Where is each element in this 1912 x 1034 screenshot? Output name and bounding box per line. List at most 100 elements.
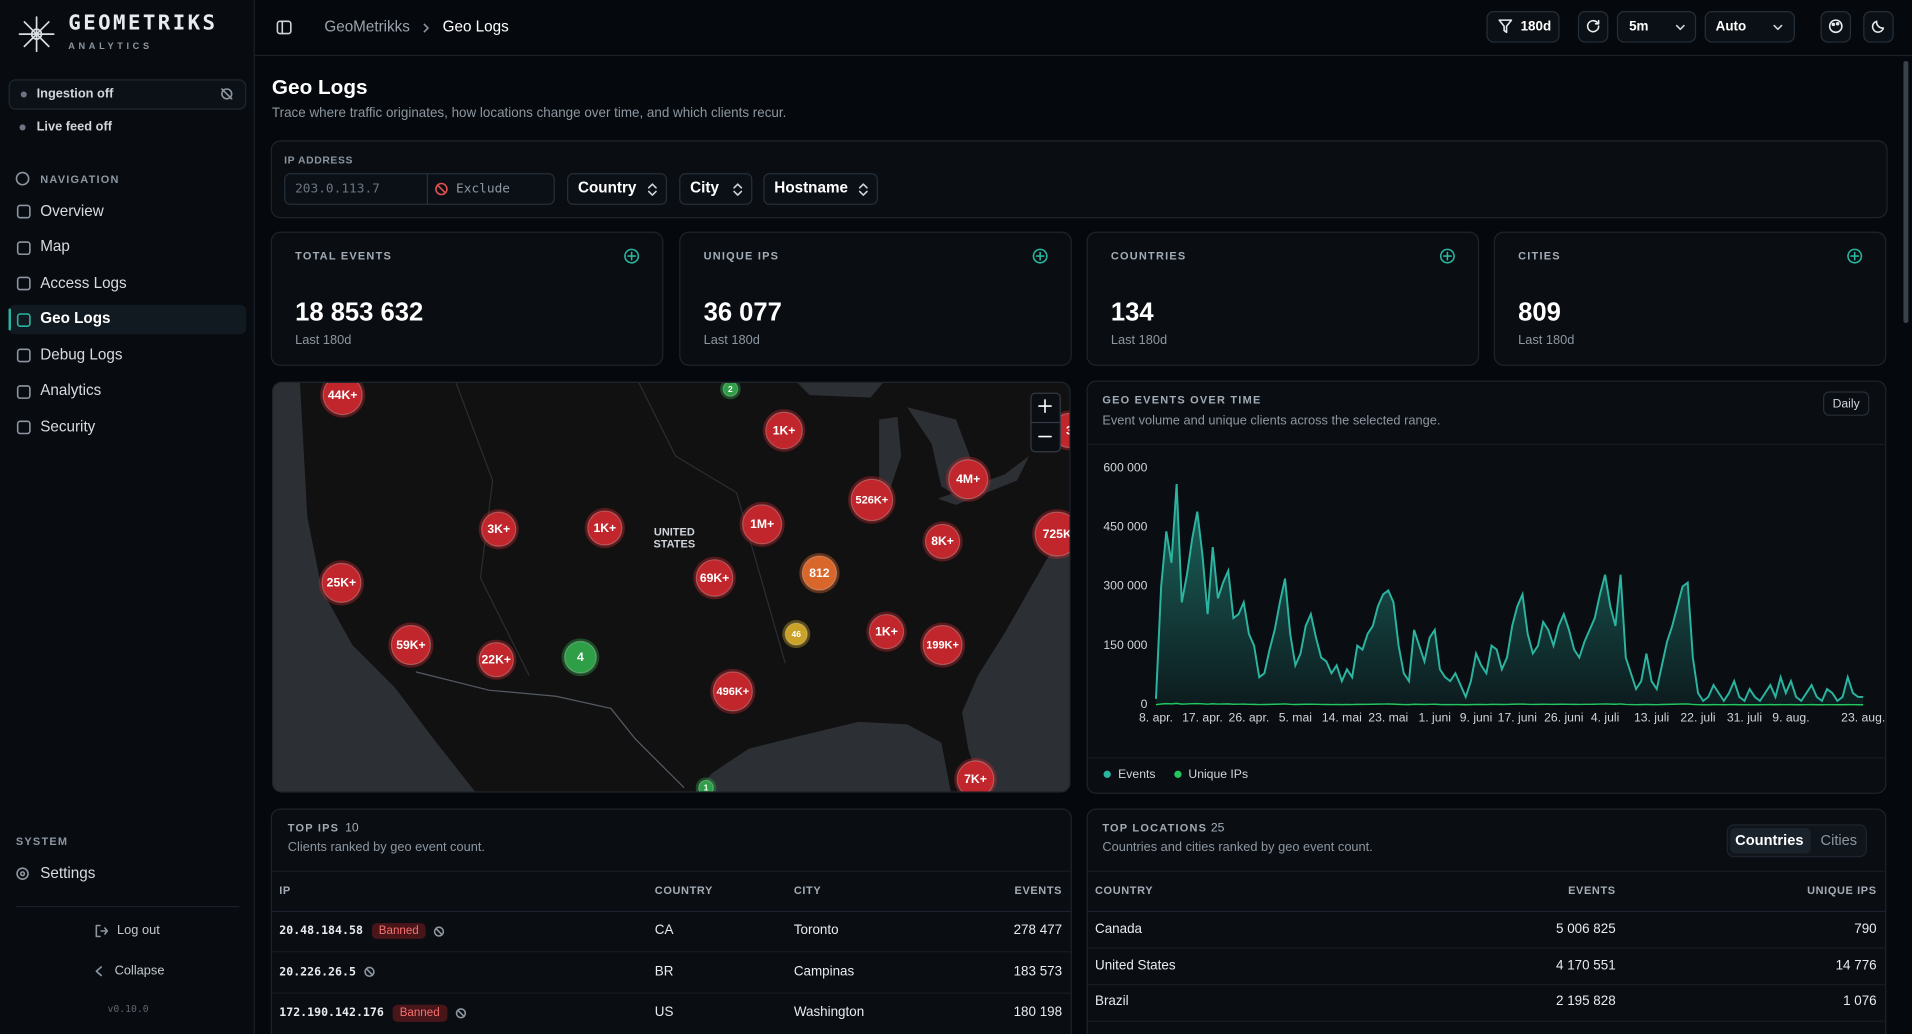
nav-icon bbox=[16, 420, 31, 435]
cluster-dot[interactable] bbox=[587, 510, 623, 546]
map-cluster[interactable]: 526K+ bbox=[848, 476, 896, 524]
x-tick-label: 9. aug. bbox=[1772, 710, 1809, 724]
border-line bbox=[638, 382, 786, 664]
cluster-dot[interactable] bbox=[922, 624, 963, 666]
zoom-in[interactable] bbox=[1038, 399, 1052, 413]
ban-icon[interactable] bbox=[434, 925, 445, 937]
ban-icon[interactable] bbox=[364, 966, 375, 978]
icon-part bbox=[1835, 22, 1840, 26]
nav-label[interactable]: Overview bbox=[40, 202, 104, 220]
cluster-dot[interactable] bbox=[850, 478, 894, 522]
zoom-out[interactable] bbox=[1038, 430, 1052, 442]
breadcrumb-current: Geo Logs bbox=[442, 17, 509, 36]
cluster-dot[interactable] bbox=[481, 511, 517, 547]
collapse[interactable]: Collapse bbox=[114, 963, 165, 979]
map-cluster[interactable]: 46 bbox=[782, 620, 811, 649]
exclude-toggle[interactable]: Exclude bbox=[456, 181, 511, 196]
system-heading: SYSTEM bbox=[15, 835, 69, 848]
map-canvas[interactable]: 44K+ 2 1K+ 3 4M+ 526K+ 3K+ 1K+ 1M+ 725K 8K+ 25K+ 812… bbox=[273, 382, 1070, 793]
icon-part bbox=[19, 871, 26, 877]
logout-icon bbox=[95, 924, 109, 938]
x-tick-label: 14. mai bbox=[1322, 710, 1362, 724]
cluster-dot[interactable] bbox=[698, 779, 714, 792]
map-cluster[interactable]: 1K+ bbox=[866, 611, 907, 652]
map-cluster[interactable]: 69K+ bbox=[693, 556, 736, 600]
cluster-label: 8K+ bbox=[931, 534, 954, 548]
legend-dot bbox=[1173, 770, 1182, 778]
tab[interactable]: Countries bbox=[1735, 831, 1804, 849]
row-divider bbox=[271, 992, 1071, 994]
map-cluster[interactable]: 8K+ bbox=[922, 521, 963, 562]
y-tick-label: 0 bbox=[1141, 697, 1148, 711]
map-cluster[interactable]: 725K bbox=[1032, 509, 1070, 560]
nav-label[interactable]: Debug Logs bbox=[40, 346, 123, 364]
map-cluster[interactable]: 812 bbox=[799, 552, 840, 594]
cluster-dot[interactable] bbox=[390, 624, 432, 666]
icon-part bbox=[95, 924, 109, 938]
cluster-dot[interactable] bbox=[321, 562, 362, 603]
tab-active[interactable] bbox=[1730, 827, 1811, 854]
map-cluster[interactable]: 44K+ bbox=[320, 382, 366, 418]
cluster-dot[interactable] bbox=[563, 640, 597, 674]
filter-select-label: Country bbox=[577, 179, 637, 197]
cluster-dot[interactable] bbox=[478, 642, 514, 678]
breadcrumb-root[interactable]: GeoMetrikks bbox=[324, 17, 410, 36]
map-cluster[interactable]: 25K+ bbox=[318, 560, 364, 606]
cluster-dot[interactable] bbox=[1034, 511, 1070, 557]
filter-select[interactable] bbox=[763, 173, 878, 205]
table-count: 25 bbox=[1210, 821, 1225, 835]
icon-part bbox=[423, 23, 429, 33]
map-cluster[interactable]: 3K+ bbox=[478, 509, 519, 550]
map-cluster[interactable]: 2 bbox=[720, 382, 741, 400]
cluster-dot[interactable] bbox=[322, 382, 363, 416]
brand: GEOMETRIKS bbox=[68, 11, 218, 36]
nav-label[interactable]: Geo Logs bbox=[40, 310, 111, 328]
icon-part bbox=[365, 968, 374, 976]
ip-input[interactable] bbox=[284, 173, 555, 205]
theme-button[interactable] bbox=[1820, 10, 1852, 43]
logout[interactable]: Log out bbox=[117, 923, 160, 938]
map-cluster[interactable]: 22K+ bbox=[476, 639, 517, 680]
icon-part bbox=[18, 16, 55, 53]
settings[interactable]: Settings bbox=[40, 864, 96, 882]
cluster-label: 59K+ bbox=[396, 638, 425, 652]
cluster-dot[interactable] bbox=[868, 613, 905, 650]
map-cluster[interactable]: 496K+ bbox=[710, 668, 756, 714]
cluster-dot[interactable] bbox=[722, 382, 739, 397]
refresh-button[interactable] bbox=[1577, 10, 1609, 43]
map-cluster[interactable]: 59K+ bbox=[388, 622, 434, 668]
table-title: TOP IPS bbox=[287, 822, 340, 835]
nav-label[interactable]: Map bbox=[40, 238, 70, 256]
map-cluster[interactable]: 1K+ bbox=[584, 507, 625, 549]
cluster-dot[interactable] bbox=[741, 504, 783, 545]
cluster-dot[interactable] bbox=[948, 459, 989, 500]
ban-icon[interactable] bbox=[455, 1007, 466, 1019]
location: Canada bbox=[1095, 921, 1143, 937]
filter-select[interactable] bbox=[567, 173, 668, 205]
map-cluster[interactable]: 4 bbox=[561, 638, 600, 677]
cluster-dot[interactable] bbox=[695, 559, 734, 597]
range-button[interactable] bbox=[1486, 10, 1560, 43]
map-cluster[interactable]: 1K+ bbox=[762, 409, 806, 452]
nav-item[interactable] bbox=[8, 304, 247, 335]
filter-select[interactable] bbox=[679, 173, 753, 205]
granularity-button[interactable] bbox=[1822, 391, 1870, 416]
tab[interactable]: Cities bbox=[1820, 831, 1858, 849]
map-cluster[interactable]: 1 bbox=[695, 777, 717, 792]
cluster-dot[interactable] bbox=[712, 671, 753, 712]
map-cluster[interactable]: 1M+ bbox=[739, 501, 785, 547]
moon-icon bbox=[1871, 20, 1885, 33]
map-cluster[interactable]: 199K+ bbox=[920, 622, 966, 668]
x-tick-label: 31. juli bbox=[1727, 710, 1762, 724]
table-subtitle: Countries and cities ranked by geo event… bbox=[1102, 840, 1373, 855]
cluster-dot[interactable] bbox=[784, 622, 808, 646]
cluster-dot[interactable] bbox=[924, 523, 961, 560]
cluster-dot[interactable] bbox=[801, 555, 838, 591]
cluster-dot[interactable] bbox=[765, 411, 803, 450]
cluster-dot[interactable] bbox=[956, 760, 995, 793]
map-cluster[interactable]: 4M+ bbox=[945, 456, 991, 502]
nav-label[interactable]: Security bbox=[40, 417, 96, 436]
nav-label[interactable]: Access Logs bbox=[40, 274, 127, 292]
map-cluster[interactable]: 7K+ bbox=[954, 757, 997, 793]
nav-label[interactable]: Analytics bbox=[40, 381, 102, 400]
